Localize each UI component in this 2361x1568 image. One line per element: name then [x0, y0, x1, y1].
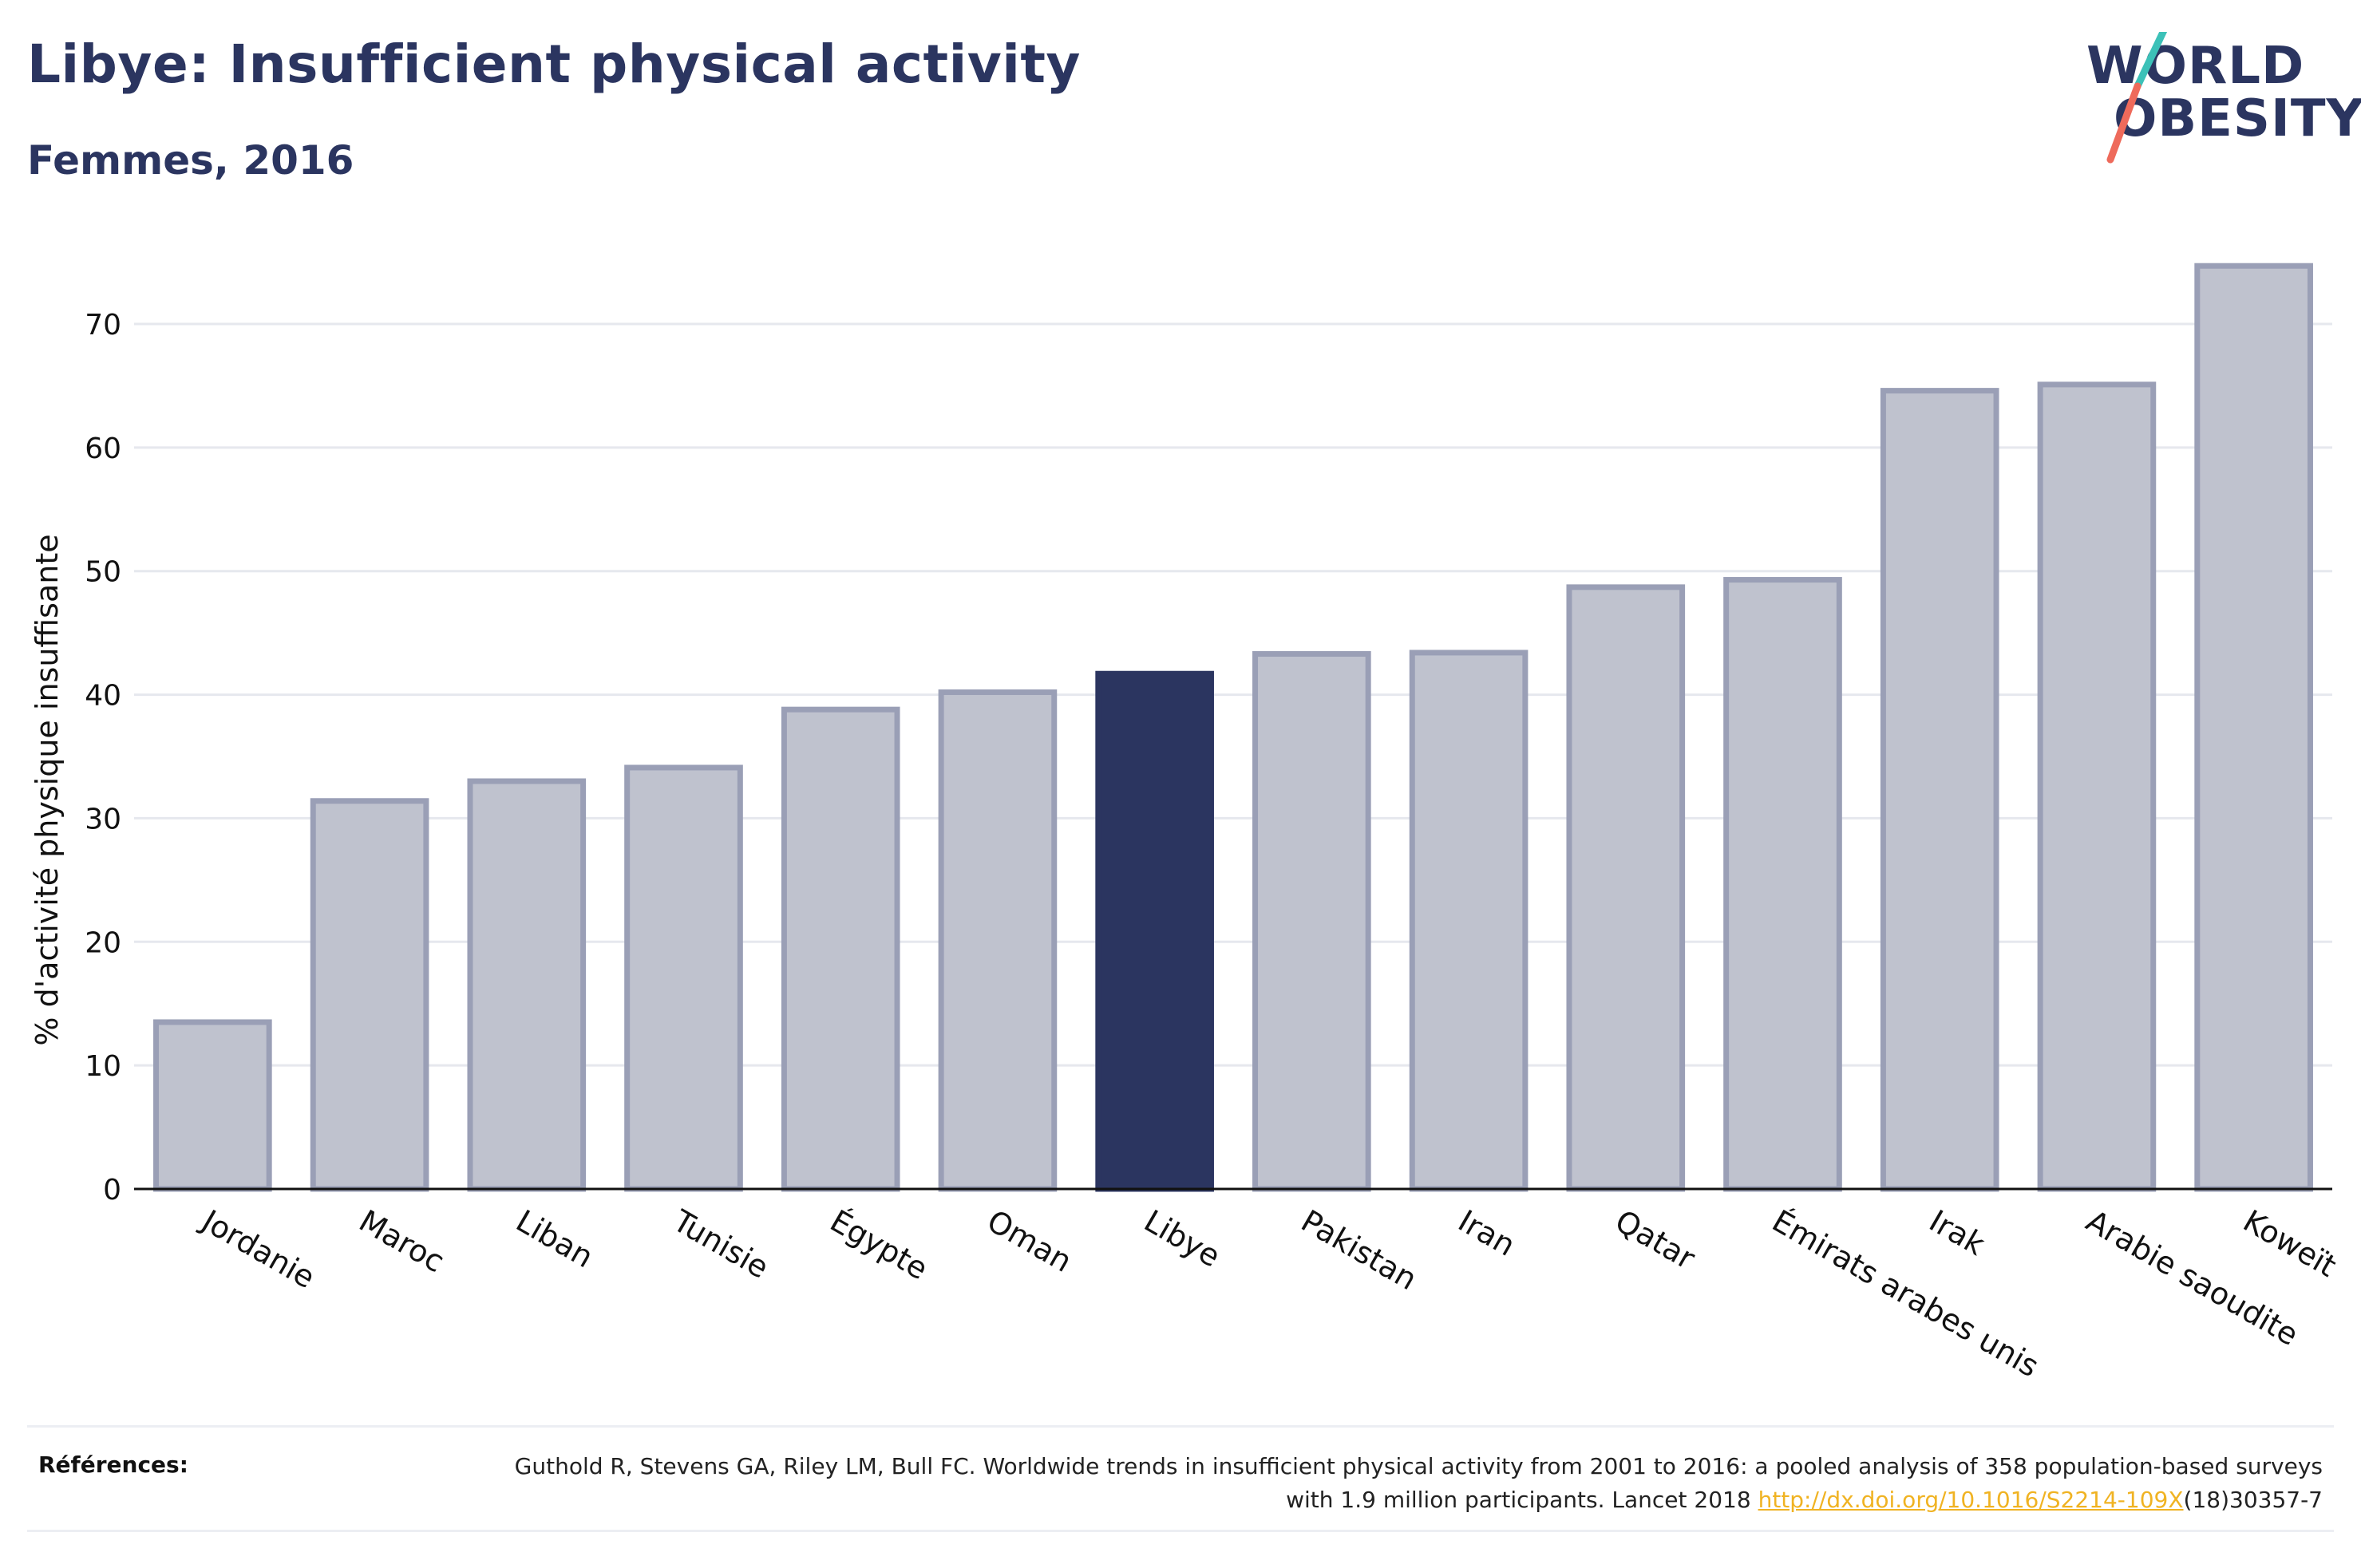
x-tick-label: Jordanie — [195, 1203, 321, 1296]
chart-subtitle: Femmes, 2016 — [27, 137, 354, 184]
bar-iran — [1409, 650, 1529, 1192]
chart-title: Libye: Insufficient physical activity — [27, 34, 1081, 95]
bar-koweït — [2194, 263, 2313, 1192]
bar-arabie-saoudite — [2037, 381, 2157, 1192]
y-tick-label: 10 — [85, 1050, 121, 1083]
logo-text-world: WORLD — [2086, 37, 2305, 96]
bar-liban — [467, 778, 587, 1192]
bar-tunisie — [624, 764, 743, 1192]
x-tick-label: Iran — [1453, 1203, 1521, 1263]
x-tick-label: Tunisie — [666, 1203, 774, 1286]
world-obesity-logo: WORLD OBESITY — [2083, 32, 2361, 168]
y-tick-label: 40 — [85, 680, 121, 713]
bar-chart: 0 10 20 30 40 50 60 70 Jordanie Maroc Liban Tunisi… — [30, 263, 2342, 1384]
x-tick-label: Libye — [1138, 1203, 1226, 1274]
bar-oman — [938, 689, 1058, 1192]
y-tick-label: 0 — [103, 1174, 121, 1207]
x-tick-label: Koweït — [2237, 1203, 2342, 1284]
references-citation-suffix: (18)30357-7 — [2183, 1487, 2323, 1513]
references-panel: Références: Guthold R, Stevens GA, Riley… — [27, 1425, 2334, 1532]
bar-qatar — [1566, 584, 1686, 1192]
x-tick-label: Qatar — [1609, 1203, 1701, 1277]
bar-émirats-arabes-unis — [1723, 577, 1842, 1192]
references-citation: Guthold R, Stevens GA, Riley LM, Bull FC… — [514, 1453, 2323, 1513]
bar-libye — [1095, 670, 1214, 1192]
references-doi-link[interactable]: http://dx.doi.org/10.1016/S2214-109X — [1758, 1487, 2184, 1513]
x-tick-label: Émirats arabes unis — [1766, 1203, 2045, 1384]
y-tick-label: 30 — [85, 803, 121, 835]
x-tick-label: Égypte — [825, 1203, 934, 1287]
bar-pakistan — [1252, 650, 1371, 1192]
y-tick-label: 50 — [85, 556, 121, 589]
x-tick-label: Maroc — [354, 1203, 451, 1280]
y-axis-label: % d'activité physique insuffisante — [30, 534, 65, 1045]
logo-text-obesity: OBESITY — [2114, 89, 2361, 148]
bar-égypte — [781, 706, 900, 1192]
bar-maroc — [310, 798, 429, 1192]
x-tick-label: Liban — [510, 1203, 599, 1275]
bar-irak — [1880, 388, 1999, 1192]
x-tick-label: Irak — [1924, 1203, 1991, 1262]
y-tick-label: 70 — [85, 309, 121, 342]
y-tick-label: 20 — [85, 926, 121, 959]
bar-jordanie — [153, 1019, 272, 1192]
y-tick-label: 60 — [85, 432, 121, 465]
references-text: Guthold R, Stevens GA, Riley LM, Bull FC… — [487, 1450, 2323, 1517]
x-tick-label: Pakistan — [1295, 1203, 1423, 1297]
references-label: Références: — [38, 1451, 188, 1478]
logo-slash-icon — [2106, 32, 2168, 164]
x-tick-label: Oman — [981, 1203, 1078, 1279]
